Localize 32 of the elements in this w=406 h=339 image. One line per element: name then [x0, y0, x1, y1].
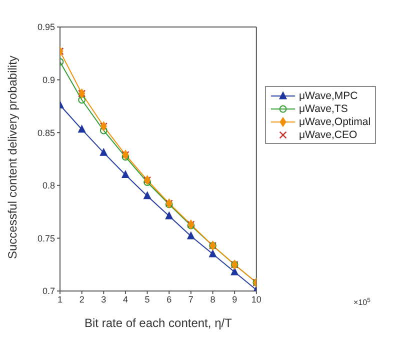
- x-tick-label: 5: [144, 294, 150, 304]
- x-tick-label: 8: [210, 294, 216, 304]
- y-tick-label: 0.95: [37, 22, 55, 32]
- x-tick-label: 6: [166, 294, 172, 304]
- point: [165, 212, 173, 220]
- x-tick-label: 9: [232, 294, 238, 304]
- text: ×10$^{5}$: [354, 297, 372, 307]
- point: [187, 232, 195, 240]
- x-tick-label: 3: [101, 294, 106, 304]
- x-tick-label: 7: [188, 294, 194, 304]
- y-axis-title: Successful content delivery probability: [5, 56, 20, 259]
- point: [122, 170, 130, 178]
- x-tick-label: 4: [122, 294, 128, 304]
- point: [144, 192, 151, 200]
- point: [78, 125, 86, 133]
- point: [100, 148, 108, 156]
- point: [78, 96, 86, 104]
- legend-label: μWave,CEO: [299, 128, 358, 140]
- legend-label: μWave,MPC: [299, 90, 358, 102]
- legend-label: μWave,Optimal: [299, 116, 371, 128]
- x-tick-label: 1: [57, 294, 63, 304]
- point: [230, 268, 238, 276]
- x-tick-label: 2: [79, 294, 84, 304]
- y-tick-label: 0.9: [42, 74, 55, 85]
- x-axis-title: Bit rate of each content, η/T: [84, 316, 233, 330]
- point: [209, 250, 216, 258]
- y-tick-label: 0.75: [37, 233, 55, 244]
- x-tick-label: 10: [251, 294, 262, 304]
- y-tick-label: 0.85: [37, 128, 55, 138]
- legend-label: μWave,TS: [299, 102, 348, 114]
- y-tick-label: 0.8: [42, 180, 55, 191]
- y-tick-label: 0.7: [42, 286, 55, 296]
